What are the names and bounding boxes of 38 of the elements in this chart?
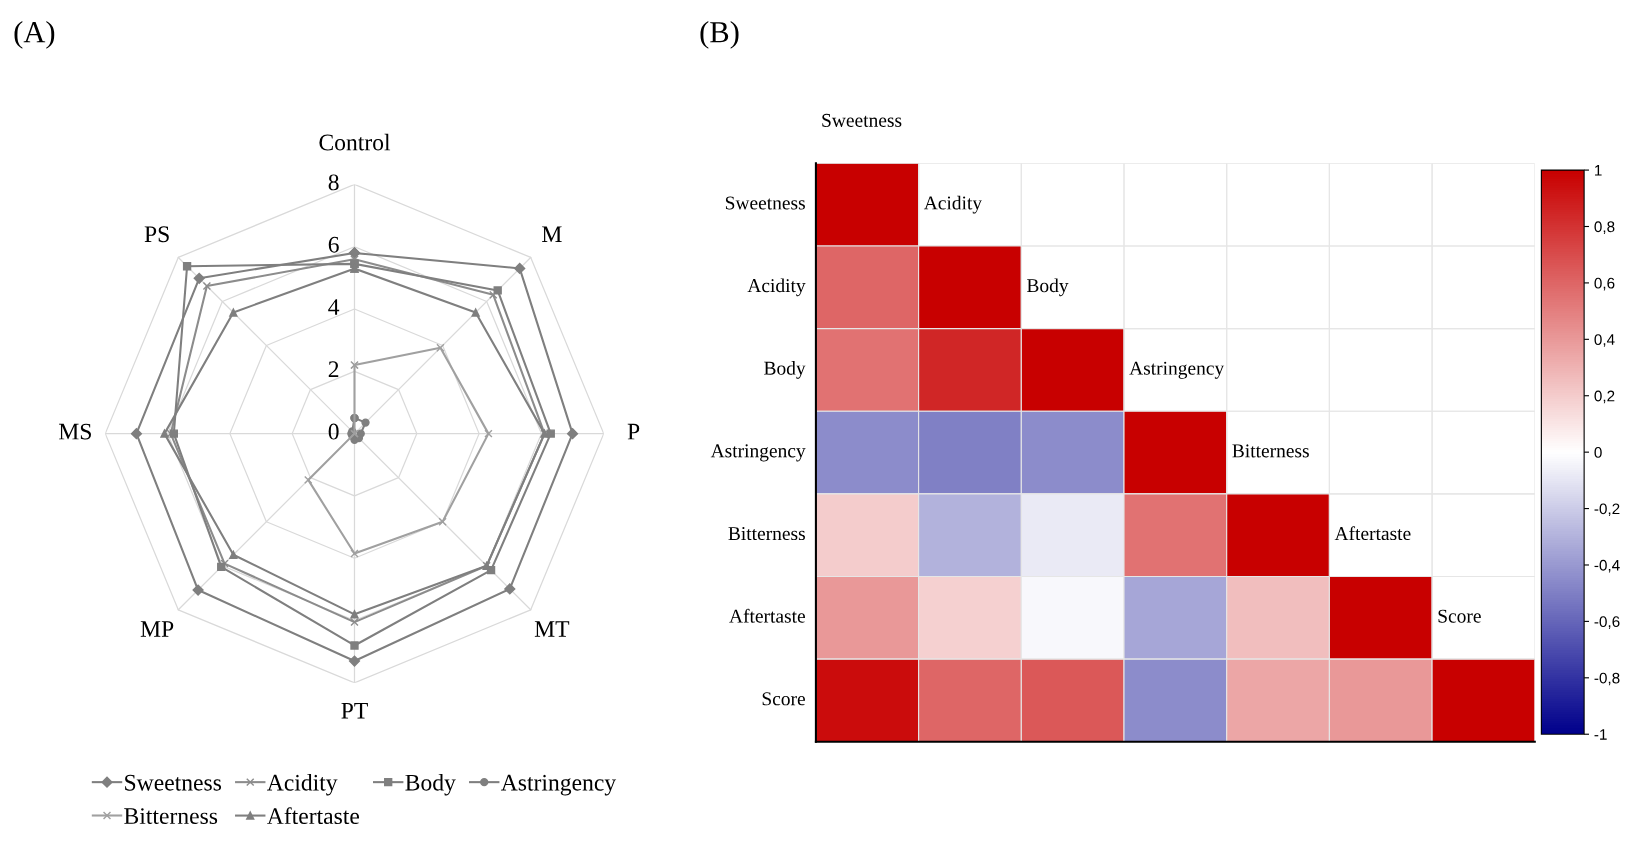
y-tick-label: 0 [328, 423, 339, 440]
color-bar-label: -0,2 [1594, 503, 1620, 517]
color-bar-label: 1 [1595, 165, 1602, 176]
spoke-label: PS [144, 226, 169, 243]
spoke-label: MT [534, 621, 570, 637]
color-bar-label: 0 [1594, 447, 1602, 458]
chart-title: (B) [700, 21, 739, 49]
color-bar-label: 0,2 [1594, 390, 1615, 404]
chart-title: (A) [14, 21, 55, 49]
spoke-label: Control [319, 133, 391, 151]
y-tick-label: Score [762, 692, 805, 706]
color-bar-label: 0,6 [1594, 277, 1615, 291]
y-tick-label: 6 [328, 236, 339, 253]
y-tick-label: Bitterness [728, 527, 805, 541]
spoke-label: MP [140, 621, 174, 637]
legend-label: Bitterness [124, 808, 218, 824]
legend-label: Astringency [500, 774, 617, 796]
y-tick-label: Astringency [710, 444, 806, 462]
y-tick-label: 8 [328, 174, 339, 191]
y-tick-label: 2 [328, 361, 339, 377]
y-tick-label: Acidity [747, 278, 806, 297]
y-tick-label: Sweetness [725, 196, 805, 210]
legend-label: Aftertaste [267, 807, 360, 825]
spoke-label: PT [341, 702, 368, 719]
y-tick-label: 4 [328, 299, 340, 315]
color-bar-label: -1 [1594, 729, 1607, 740]
spoke-label: M [542, 226, 562, 242]
legend-label: Sweetness [125, 774, 222, 791]
color-bar-label: -0,4 [1594, 559, 1620, 573]
spoke-label: P [627, 423, 640, 440]
color-bar-label: -0,8 [1594, 672, 1620, 686]
y-tick-label: Aftertaste [729, 608, 805, 623]
y-tick-label: Body [764, 361, 806, 379]
spoke-label: MS [58, 423, 91, 440]
legend-label: Body [405, 774, 456, 796]
color-bar-label: -0,6 [1594, 616, 1620, 629]
color-bar-label: 0,8 [1594, 221, 1615, 234]
color-bar-label: 0,4 [1594, 334, 1615, 347]
